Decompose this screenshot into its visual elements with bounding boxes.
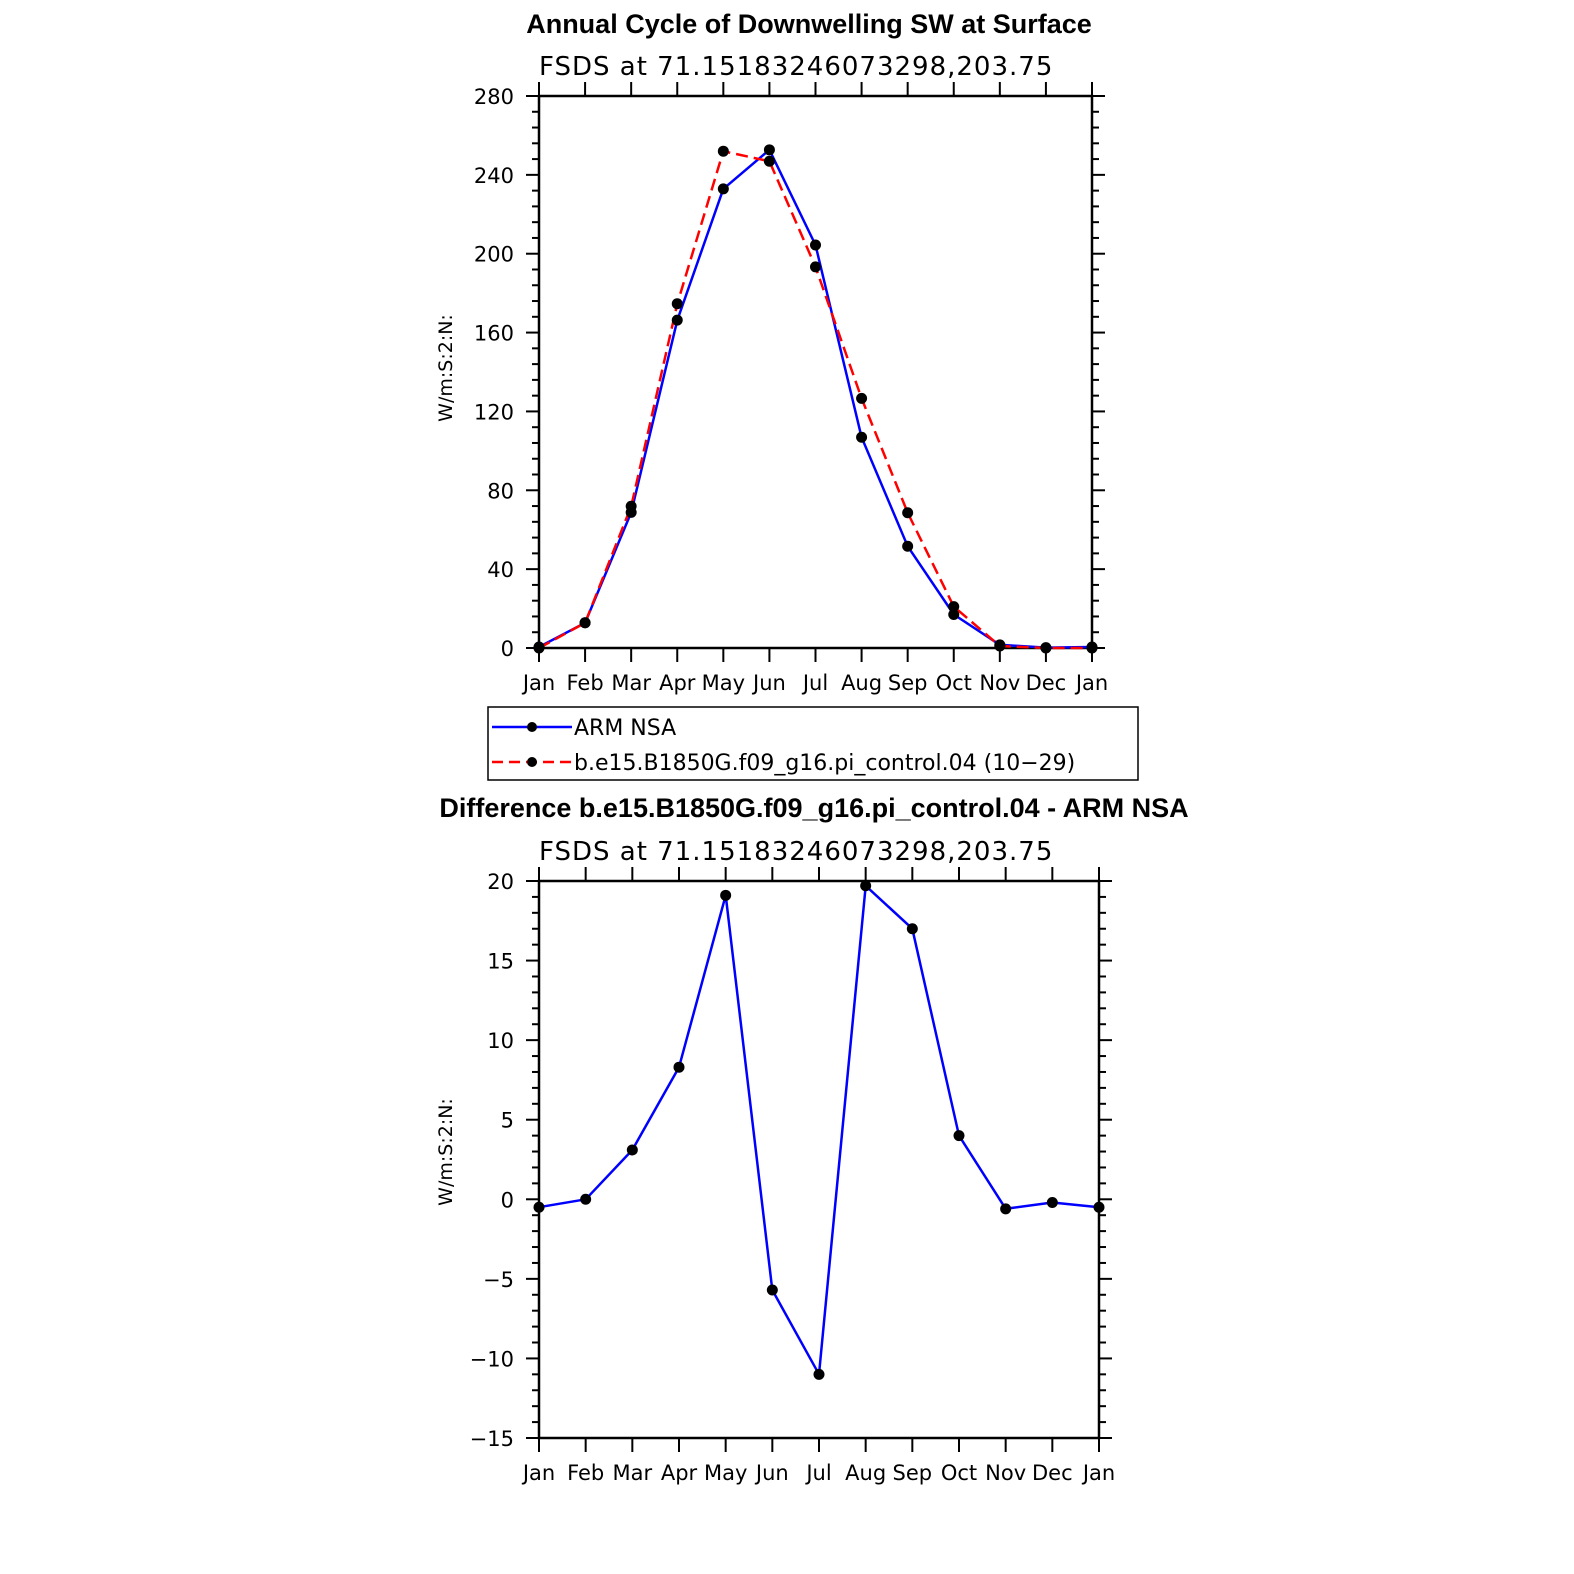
- y-tick-label: 240: [474, 164, 514, 188]
- data-point-0-9: [953, 1130, 965, 1142]
- x-tick-label: Sep: [893, 1461, 933, 1485]
- legend-label-arm-nsa: ARM NSA: [574, 716, 676, 741]
- chart-subtitle: FSDS at 71.15183246073298,203.75: [539, 52, 1053, 82]
- y-tick-label: 120: [474, 400, 514, 424]
- data-point-0-5: [766, 1284, 778, 1296]
- series-line-0: [538, 884, 1100, 1376]
- x-tick-label: Oct: [941, 1461, 977, 1485]
- y-tick-label: 160: [474, 322, 514, 346]
- data-point-0-12: [1093, 1201, 1105, 1213]
- x-tick-label: Sep: [888, 671, 928, 695]
- series-line-0: [538, 148, 1093, 649]
- y-axis-label: W/m:S:2:N:: [435, 1098, 457, 1206]
- x-tick-label: Jan: [521, 1461, 555, 1485]
- data-point-1-2: [625, 500, 637, 512]
- legend-label-model: b.e15.B1850G.f09_g16.pi_control.04 (10−2…: [574, 751, 1075, 776]
- x-tick-label: May: [704, 1461, 747, 1485]
- data-point-1-8: [902, 507, 914, 519]
- y-tick-label: 20: [487, 870, 514, 894]
- y-tick-label: 0: [501, 1188, 514, 1212]
- data-point-0-2: [626, 1144, 638, 1156]
- data-point-0-6: [813, 1368, 825, 1380]
- y-tick-label: 15: [487, 950, 514, 974]
- x-tick-label: May: [702, 671, 745, 695]
- data-point-0-8: [902, 540, 914, 552]
- data-point-1-0: [533, 642, 545, 654]
- x-tick-label: Jul: [804, 1461, 831, 1485]
- y-tick-label: −10: [470, 1347, 514, 1371]
- data-point-0-6: [810, 239, 821, 251]
- y-tick-label: 40: [487, 558, 514, 582]
- data-point-1-6: [810, 261, 821, 273]
- series-line-1: [538, 149, 1092, 650]
- data-point-1-12: [1086, 642, 1098, 654]
- y-tick-label: 0: [501, 637, 514, 661]
- y-tick-label: 10: [487, 1029, 514, 1053]
- y-tick-label: 280: [474, 85, 514, 109]
- x-tick-label: Mar: [613, 1461, 653, 1485]
- data-point-0-4: [717, 183, 729, 195]
- data-point-0-8: [906, 923, 918, 935]
- y-axis-label: W/m:S:2:N:: [435, 314, 457, 422]
- data-point-1-3: [671, 298, 683, 310]
- data-point-1-9: [948, 601, 960, 613]
- y-tick-label: 200: [474, 243, 514, 267]
- data-point-0-3: [673, 1061, 685, 1073]
- data-point-0-10: [1000, 1203, 1012, 1215]
- legend-marker-arm-nsa: [527, 722, 537, 732]
- x-tick-label: Oct: [936, 671, 972, 695]
- legend: ARM NSA b.e15.B1850G.f09_g16.pi_control.…: [487, 706, 1139, 781]
- x-tick-label: Jun: [751, 671, 786, 695]
- plot-frame: [537, 94, 1094, 650]
- x-tick-label: Nov: [985, 1461, 1026, 1485]
- chart-subtitle: FSDS at 71.15183246073298,203.75: [539, 837, 1053, 867]
- x-tick-label: Feb: [567, 1461, 604, 1485]
- data-point-0-7: [856, 431, 868, 443]
- data-point-0-3: [671, 314, 683, 326]
- x-tick-label: Nov: [979, 671, 1020, 695]
- chart-title: Difference b.e15.B1850G.f09_g16.pi_contr…: [439, 793, 1188, 823]
- data-point-1-1: [579, 617, 591, 629]
- x-tick-label: Dec: [1032, 1461, 1073, 1485]
- data-point-0-9: [948, 608, 960, 620]
- difference-panel: Difference b.e15.B1850G.f09_g16.pi_contr…: [435, 793, 1189, 1485]
- data-point-1-7: [856, 392, 868, 404]
- x-tick-label: Dec: [1026, 671, 1067, 695]
- x-tick-label: Aug: [845, 1461, 886, 1485]
- x-tick-label: Apr: [661, 1461, 698, 1485]
- plot-area: −15 −10 −5 0 5 10 15 20 Jan Feb Mar Apr May Jun Jul Aug…: [470, 867, 1115, 1485]
- chart-title: Annual Cycle of Downwelling SW at Surfac…: [526, 9, 1092, 39]
- data-point-0-7: [860, 880, 872, 892]
- legend-marker-model: [527, 757, 537, 767]
- y-tick-label: −15: [470, 1427, 514, 1451]
- x-tick-label: Jul: [801, 671, 828, 695]
- data-point-0-4: [720, 889, 732, 901]
- x-tick-label: Jan: [521, 671, 555, 695]
- data-point-0-0: [533, 1201, 545, 1213]
- plot-area: 0 40 80 120 160 200 240 280 Jan Feb Mar Apr May Jun Ju…: [474, 82, 1108, 695]
- data-point-1-4: [717, 145, 729, 157]
- x-tick-label: Jun: [754, 1461, 789, 1485]
- data-point-0-5: [763, 144, 775, 156]
- y-tick-label: 5: [501, 1109, 514, 1133]
- y-tick-label: −5: [483, 1268, 514, 1292]
- x-tick-label: Apr: [659, 671, 696, 695]
- x-tick-label: Aug: [841, 671, 882, 695]
- legend-box: [487, 706, 1139, 781]
- x-tick-label: Jan: [1074, 671, 1108, 695]
- data-point-1-11: [1040, 642, 1052, 654]
- x-tick-label: Feb: [566, 671, 603, 695]
- data-point-1-5: [763, 155, 775, 167]
- x-tick-label: Mar: [611, 671, 651, 695]
- data-point-0-1: [580, 1193, 592, 1205]
- annual-cycle-panel: Annual Cycle of Downwelling SW at Surfac…: [435, 9, 1108, 695]
- y-tick-label: 80: [487, 479, 514, 503]
- data-point-1-10: [994, 640, 1006, 652]
- data-point-0-11: [1046, 1196, 1058, 1208]
- x-tick-label: Jan: [1081, 1461, 1115, 1485]
